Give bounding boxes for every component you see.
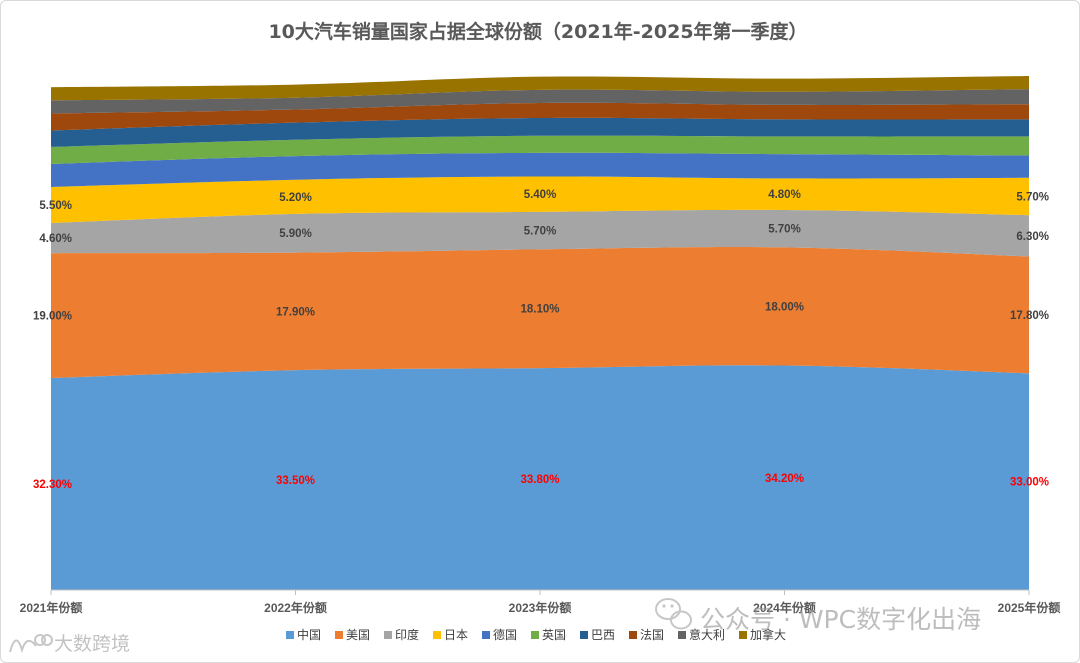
legend-item: 加拿大 [739, 627, 786, 642]
legend-item: 德国 [482, 627, 517, 642]
legend-swatch [678, 631, 686, 639]
legend: 中国 美国 印度 日本 德国 英国 巴西 法国 意大利 加拿大 [286, 627, 786, 642]
x-tick-label: 2024年份额 [753, 600, 816, 615]
area-意大利 [51, 89, 1029, 114]
data-label: 5.70% [524, 226, 557, 238]
area-中国 [51, 365, 1029, 590]
area-加拿大 [51, 76, 1029, 101]
data-label: 18.00% [765, 301, 804, 313]
legend-item: 英国 [531, 628, 566, 642]
x-tick-label: 2022年份额 [264, 600, 327, 615]
data-labels: 32.30% 33.50% 33.80% 34.20% 33.00% 19.00% 17.9… [33, 189, 1049, 491]
data-label: 32.30% [33, 479, 72, 491]
legend-swatch [384, 631, 392, 639]
area-日本 [51, 176, 1029, 224]
data-label: 34.20% [765, 473, 804, 485]
data-label: 33.80% [520, 474, 559, 486]
corner-watermark: 大数跨境 [9, 633, 130, 655]
legend-item: 日本 [433, 628, 468, 642]
legend-label: 法国 [640, 628, 664, 642]
legend-item: 印度 [384, 627, 419, 642]
legend-swatch [739, 631, 747, 639]
data-label: 5.70% [1016, 191, 1049, 203]
area-巴西 [51, 117, 1029, 147]
legend-item: 中国 [286, 627, 321, 642]
data-label: 5.50% [39, 200, 72, 212]
data-label: 4.80% [768, 189, 801, 201]
legend-label: 德国 [493, 627, 517, 642]
data-label: 5.90% [279, 228, 312, 240]
legend-label: 英国 [542, 628, 566, 642]
legend-swatch [335, 631, 343, 639]
legend-item: 美国 [335, 628, 370, 642]
chart-title: 10大汽车销量国家占据全球份额（2021年-2025年第一季度） [268, 20, 807, 43]
data-label: 19.00% [33, 311, 72, 323]
legend-label: 加拿大 [750, 627, 786, 642]
area-德国 [51, 152, 1029, 187]
legend-label: 巴西 [591, 628, 615, 642]
legend-item: 巴西 [580, 628, 615, 642]
data-label: 18.10% [520, 304, 559, 316]
x-tick-label: 2023年份额 [509, 600, 572, 615]
area-layers [51, 76, 1029, 590]
data-label: 5.20% [279, 192, 312, 204]
wechat-watermark: 公众号 · WPC数字化出海 [655, 598, 981, 634]
legend-label: 中国 [297, 627, 321, 642]
data-label: 33.50% [276, 475, 315, 487]
wechat-logo-icon [655, 598, 692, 630]
legend-swatch [629, 631, 637, 639]
data-label: 5.40% [524, 189, 557, 201]
legend-label: 日本 [444, 628, 468, 642]
data-label: 17.90% [276, 306, 315, 318]
legend-label: 印度 [395, 627, 419, 642]
data-label: 17.80% [1010, 310, 1049, 322]
data-label: 33.00% [1010, 477, 1049, 489]
area-英国 [51, 135, 1029, 164]
area-美国 [51, 246, 1029, 378]
legend-item: 意大利 [678, 627, 725, 642]
brand-logo-icon [9, 634, 53, 654]
legend-label: 意大利 [689, 627, 725, 642]
legend-swatch [580, 631, 588, 639]
legend-item: 法国 [629, 628, 664, 642]
legend-swatch [433, 631, 441, 639]
data-label: 6.30% [1016, 231, 1049, 243]
data-label: 5.70% [768, 224, 801, 236]
x-tick-label: 2021年份额 [20, 600, 83, 615]
legend-swatch [531, 631, 539, 639]
x-axis: 2021年份额 2022年份额 2023年份额 2024年份额 2025年份额 [20, 589, 1061, 615]
data-label: 4.60% [39, 233, 72, 245]
x-tick-label: 2025年份额 [998, 600, 1061, 615]
area-法国 [51, 102, 1029, 131]
legend-swatch [286, 631, 294, 639]
corner-watermark-text: 大数跨境 [54, 633, 130, 655]
legend-swatch [482, 631, 490, 639]
wechat-watermark-text: 公众号 · WPC数字化出海 [700, 605, 981, 634]
area-印度 [51, 209, 1029, 257]
legend-label: 美国 [346, 628, 370, 642]
